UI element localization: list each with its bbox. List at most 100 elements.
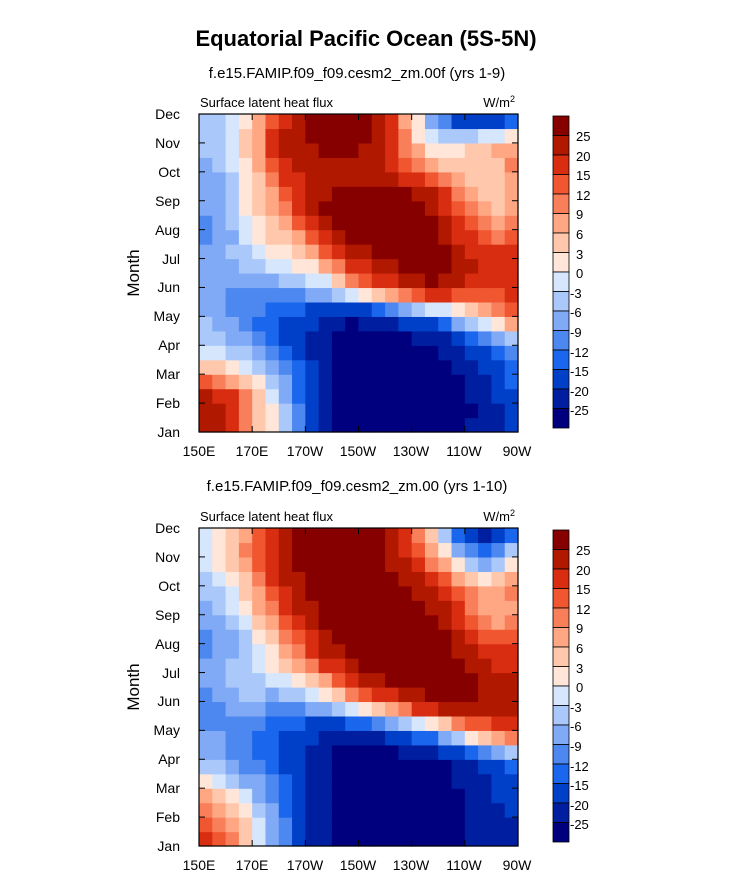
panel-1-contour-cell: [199, 200, 213, 216]
panel-1-contour-cell: [504, 128, 519, 144]
panel-1-contour-cell: [265, 157, 280, 173]
panel-1-contour-cell: [212, 301, 227, 317]
panel-2-contour-cell: [318, 556, 333, 572]
panel-1-contour-cell: [451, 186, 466, 202]
panel-1-contour-cell: [424, 417, 439, 433]
panel-1-colorbar: [552, 115, 570, 429]
panel-1-contour-cell: [398, 258, 413, 274]
panel-1-cb-label-minus20: -20: [570, 384, 589, 399]
panel-1-contour-cell: [491, 114, 506, 130]
panel-2-contour-cell: [252, 773, 267, 789]
panel-1-contour-cell: [305, 186, 320, 202]
panel-2-contour-cell: [252, 730, 267, 746]
panel-2-contour-cell: [491, 571, 506, 587]
panel-1-contour-cell: [371, 258, 386, 274]
panel-2-contour-cell: [451, 585, 466, 601]
panel-2-contour-cell: [411, 831, 426, 847]
panel-2-contour-cell: [385, 773, 399, 789]
panel-1-contour-cell: [451, 244, 466, 260]
panel-1-contour-cell: [199, 186, 213, 202]
panel-2-contour-cell: [478, 600, 493, 616]
panel-1-xtick-90w: 90W: [503, 443, 533, 459]
panel-1-contour-cell: [345, 200, 360, 216]
panel-2-contour-cell: [305, 556, 320, 572]
panel-2-contour-cell: [225, 614, 240, 630]
panel-2-contour-cell: [331, 643, 346, 659]
panel-2-contour-cell: [225, 600, 240, 616]
panel-1-contour-cell: [424, 186, 439, 202]
panel-1-colorbar-swatch: [552, 232, 570, 253]
panel-1-contour-cell: [451, 215, 466, 231]
panel-1-contour-cell: [212, 186, 227, 202]
panel-1-contour-cell: [292, 244, 306, 260]
panel-2-contour-cell: [451, 730, 466, 746]
panel-1-contour-cell: [318, 186, 333, 202]
panel-1-contour-cell: [199, 244, 213, 260]
panel-1-contour-cell: [491, 258, 506, 274]
panel-2-contour-cell: [398, 730, 413, 746]
panel-2-contour-cell: [491, 759, 506, 775]
panel-1-contour-cell: [438, 114, 453, 130]
panel-2-contour-cell: [238, 788, 253, 804]
panel-2-contour-cell: [331, 802, 346, 818]
panel-2-contour-cell: [305, 658, 320, 674]
panel-1-contour-cell: [265, 374, 280, 390]
panel-1-contour-cell: [265, 403, 280, 419]
panel-1-contour-cell: [491, 171, 506, 187]
panel-2-cb-label-15: 15: [576, 582, 590, 597]
panel-2-cb-label-minus20: -20: [570, 798, 589, 813]
panel-2-contour-cell: [411, 759, 426, 775]
panel-2-contour-cell: [225, 759, 240, 775]
panel-2-contour-cell: [212, 831, 227, 847]
panel-1-xtick-170e: 170E: [236, 443, 269, 459]
panel-1-contour-cell: [424, 273, 439, 289]
panel-2-contour-cell: [238, 600, 253, 616]
panel-2-cb-label-3: 3: [576, 661, 583, 676]
panel-1-y-axis-label: Month: [124, 249, 143, 296]
panel-1-contour-cell: [292, 157, 306, 173]
panel-1-contour-cell: [411, 157, 426, 173]
panel-2-contour-cell: [212, 817, 227, 833]
panel-1-contour-cell: [331, 287, 346, 303]
panel-1-contour-cell: [438, 374, 453, 390]
panel-2-contour-cell: [398, 715, 413, 731]
panel-2-contour-cell: [504, 701, 519, 717]
panel-2-contour-cell: [398, 600, 413, 616]
panel-2-contour-cell: [464, 614, 479, 630]
panel-2-contour-cell: [238, 643, 253, 659]
panel-2-contour-cell: [225, 585, 240, 601]
panel-2-x-tick-labels: 150E 170E 170W 150W 130W 110W 90W: [183, 857, 533, 873]
panel-2-contour-cell: [212, 571, 227, 587]
panel-1-contour-cell: [265, 330, 280, 346]
panel-2-contour-cell: [411, 788, 426, 804]
panel-1-contour-cell: [212, 229, 227, 245]
panel-1-contour-cell: [225, 330, 240, 346]
panel-2-contour-cell: [318, 687, 333, 703]
panel-2-contour-cell: [252, 759, 267, 775]
panel-1-contour-cell: [305, 403, 320, 419]
panel-2-contour-cell: [451, 643, 466, 659]
panel-2-contour-cell: [199, 629, 213, 645]
panel-2-contour-cell: [278, 730, 293, 746]
panel-1-contour-cell: [252, 374, 267, 390]
panel-1-contour-cell: [411, 345, 426, 361]
panel-1-contour-cell: [411, 374, 426, 390]
panel-2-contour-cell: [385, 658, 399, 674]
panel-2-contour-cell: [225, 629, 240, 645]
panel-1-contour-cell: [504, 186, 519, 202]
panel-2-contour-cell: [438, 744, 453, 760]
panel-1-contour-cell: [358, 229, 373, 245]
panel-1-contour-cell: [212, 287, 227, 303]
panel-2-contour-cell: [345, 788, 360, 804]
panel-2-contour-cell: [225, 701, 240, 717]
panel-2-contour-cell: [451, 528, 466, 544]
panel-1-contour-cell: [411, 215, 426, 231]
panel-1-contour-cell: [438, 171, 453, 187]
panel-2-contour-cell: [438, 687, 453, 703]
panel-2-contour-cell: [438, 672, 453, 688]
panel-2-contour-cell: [464, 571, 479, 587]
panel-2-contour-cell: [318, 788, 333, 804]
panel-1-contour-cell: [398, 330, 413, 346]
panel-2-contour-cell: [225, 744, 240, 760]
panel-1-contour-cell: [491, 359, 506, 375]
